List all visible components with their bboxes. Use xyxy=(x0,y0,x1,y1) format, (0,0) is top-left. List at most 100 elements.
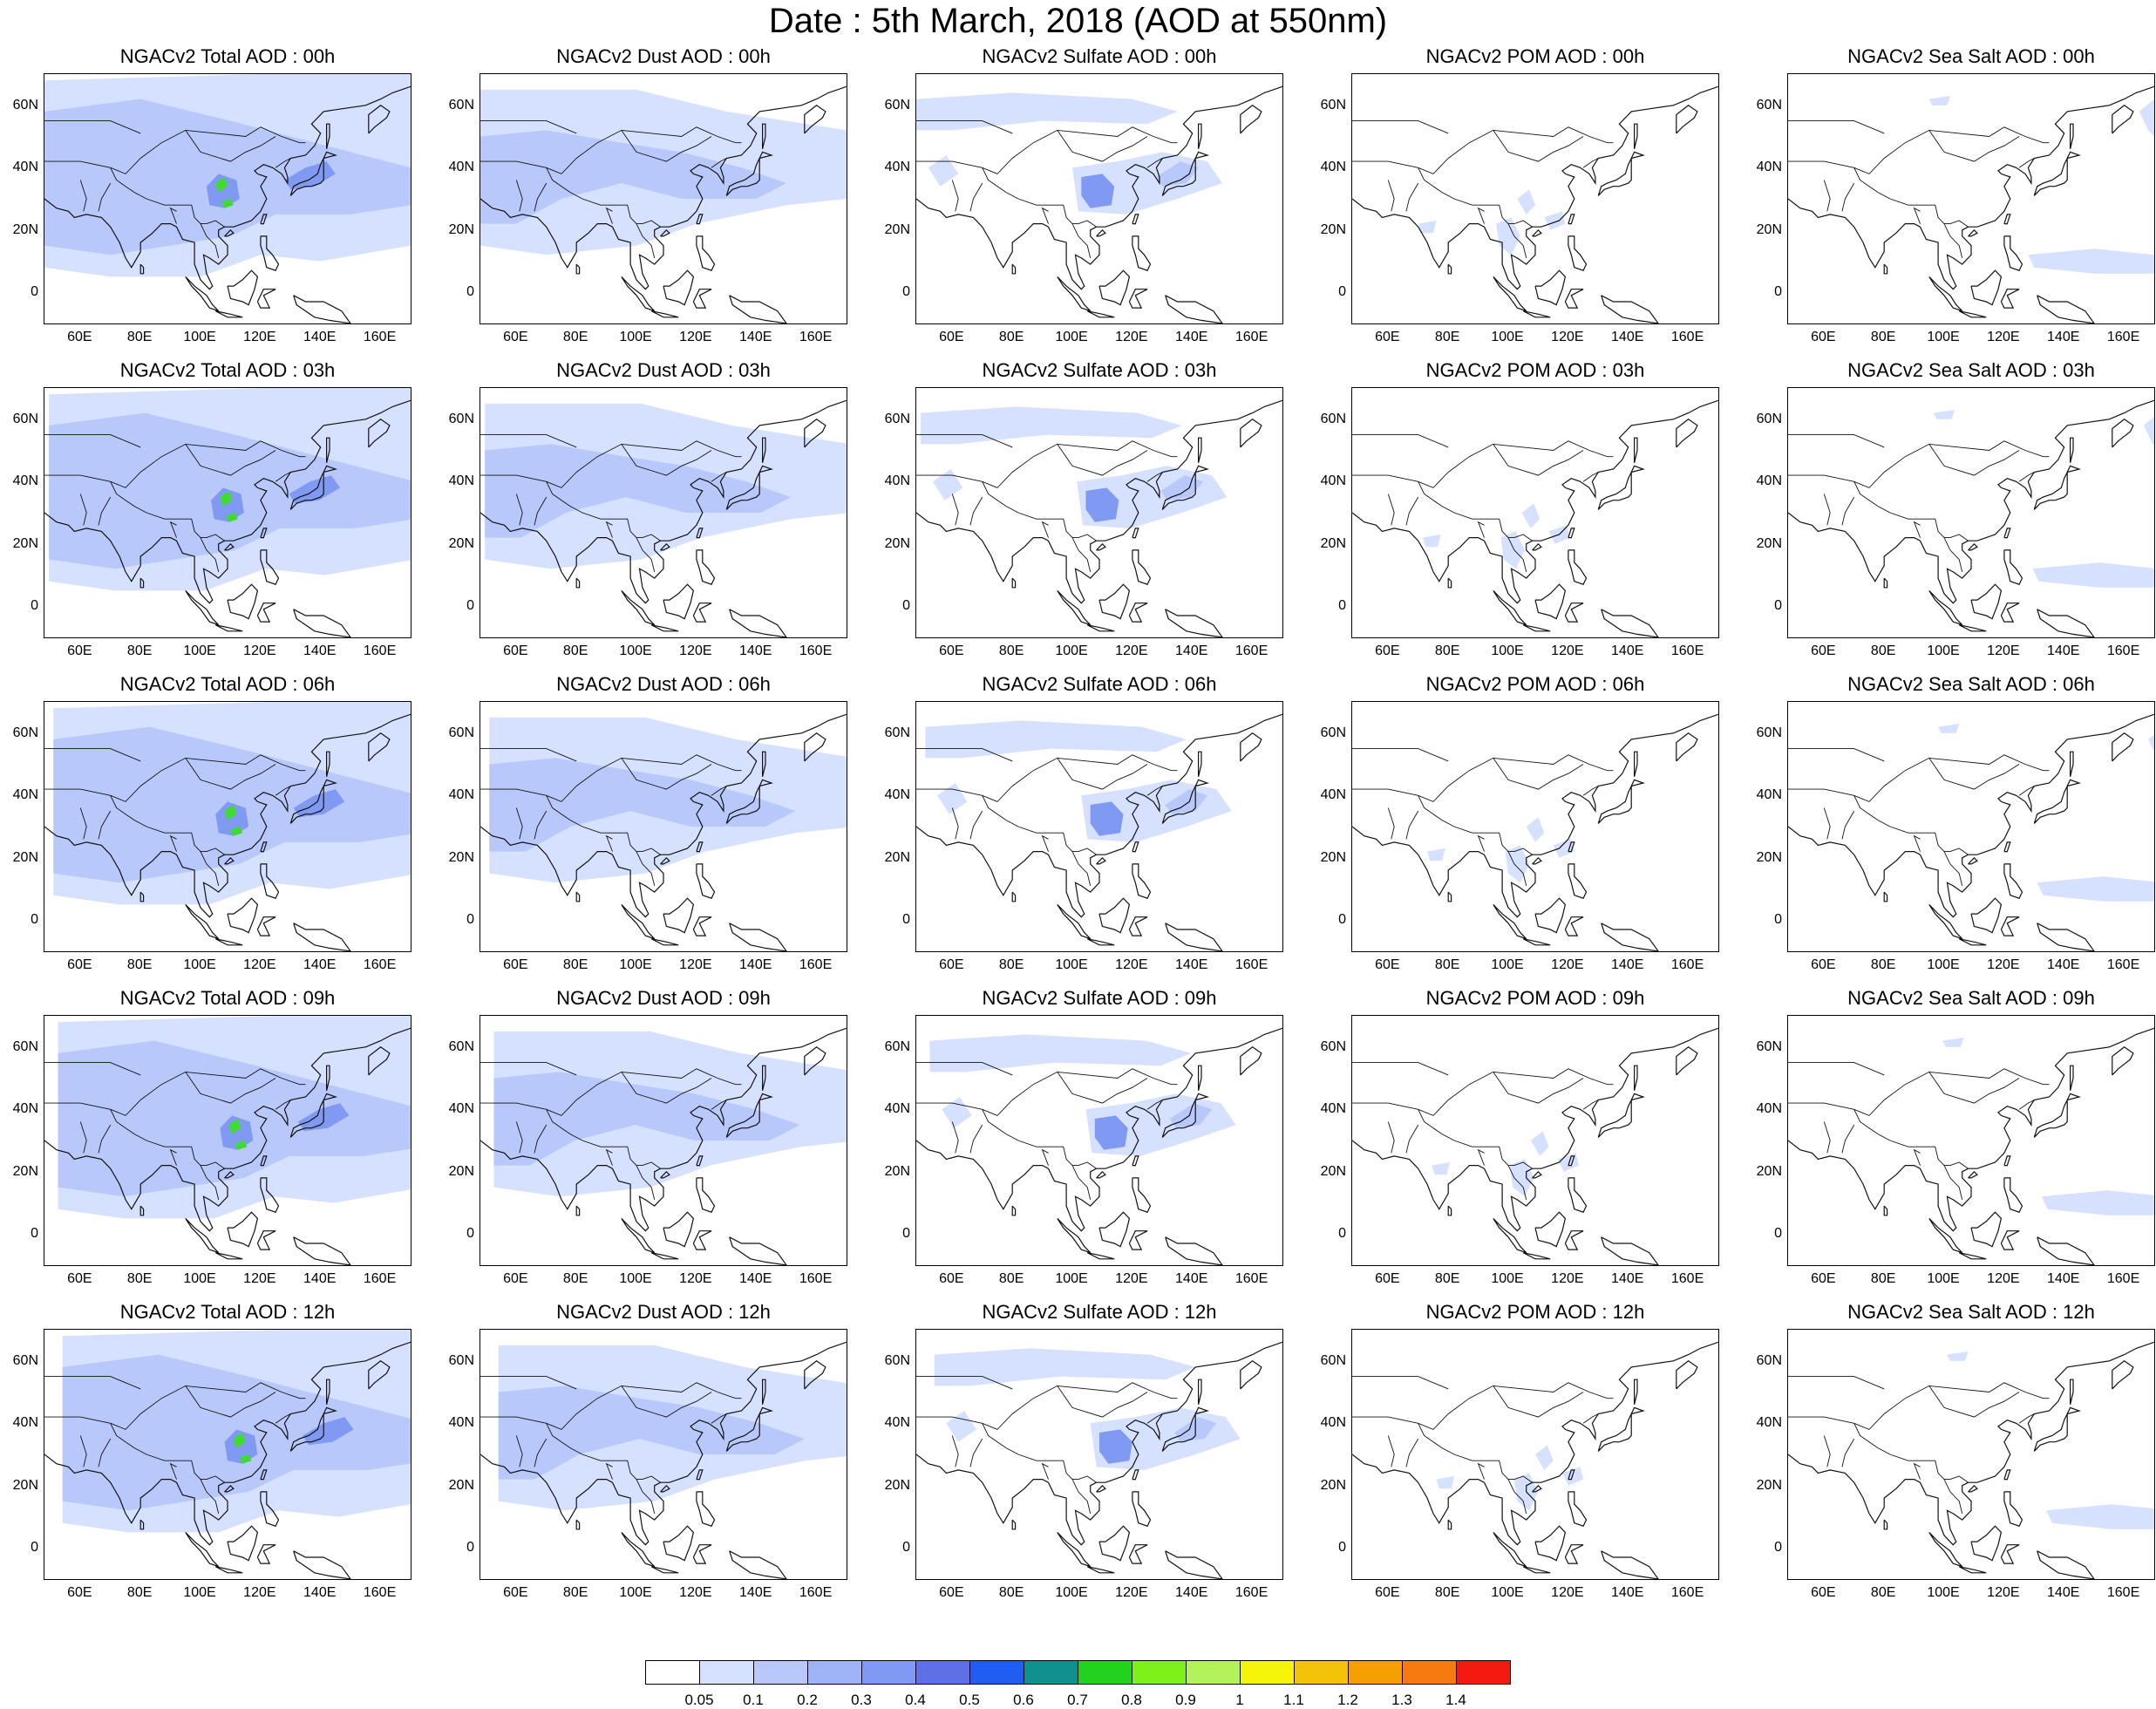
panel-title: NGACv2 Sea Salt AOD : 09h xyxy=(1847,987,2095,1009)
lat-tick-label: 40N xyxy=(1320,787,1346,803)
lat-tick-label: 20N xyxy=(884,1163,910,1179)
lon-tick-label: 140E xyxy=(1611,643,1644,658)
lon-tick-label: 120E xyxy=(1115,957,1148,972)
lon-tick-label: 140E xyxy=(303,1585,337,1600)
colorbar-label: 0.4 xyxy=(905,1692,926,1708)
lon-tick-label: 160E xyxy=(1670,643,1704,658)
lat-tick-label: 60N xyxy=(12,725,38,740)
lat-tick-label: 60N xyxy=(1756,725,1782,740)
lat-tick-label: 0 xyxy=(1338,1226,1346,1242)
lat-tick-label: 40N xyxy=(884,1101,910,1117)
colorbar-swatch xyxy=(1240,1660,1295,1685)
lon-tick-label: 120E xyxy=(1115,643,1148,658)
colorbar-label: 0.1 xyxy=(743,1692,764,1708)
lon-tick-label: 160E xyxy=(1234,1585,1268,1600)
lon-tick-label: 60E xyxy=(67,643,92,658)
lon-tick-label: 60E xyxy=(67,1271,92,1286)
panel-title: NGACv2 Total AOD : 09h xyxy=(119,987,336,1009)
map-panel-pom-3: NGACv2 POM AOD : 09h xyxy=(1351,987,1719,1266)
lat-tick-label: 20N xyxy=(884,221,910,237)
lon-tick-label: 60E xyxy=(503,1271,528,1286)
colorbar-label: 0.6 xyxy=(1013,1692,1034,1708)
panel-title: NGACv2 Dust AOD : 00h xyxy=(556,45,771,67)
lon-tick-label: 100E xyxy=(1927,330,1960,344)
panel-title: NGACv2 Total AOD : 12h xyxy=(119,1301,336,1323)
lon-tick-label: 160E xyxy=(799,330,833,344)
lat-tick-label: 40N xyxy=(12,1101,38,1117)
lat-tick-label: 40N xyxy=(12,160,38,175)
lon-tick-label: 140E xyxy=(739,330,772,344)
lon-tick-label: 100E xyxy=(1491,643,1524,658)
lat-tick-label: 40N xyxy=(12,1415,38,1431)
lat-tick-label: 60N xyxy=(448,97,474,112)
panel-title: NGACv2 Total AOD : 00h xyxy=(119,45,336,67)
lon-tick-label: 60E xyxy=(1375,643,1400,658)
map-plot xyxy=(1351,1329,1719,1580)
lon-tick-label: 160E xyxy=(799,643,833,658)
colorbar-label: 0.2 xyxy=(797,1692,818,1708)
colorbar-swatch xyxy=(1402,1660,1457,1685)
lon-tick-label: 100E xyxy=(619,643,652,658)
panel-title: NGACv2 Sea Salt AOD : 12h xyxy=(1847,1301,2095,1323)
lon-tick-label: 60E xyxy=(1811,330,1836,344)
map-plot xyxy=(479,387,847,638)
colorbar-swatch xyxy=(1132,1660,1187,1685)
colorbar-label: 0.7 xyxy=(1067,1692,1088,1708)
lon-tick-label: 140E xyxy=(2047,643,2080,658)
colorbar-swatch xyxy=(1024,1660,1078,1685)
lat-tick-label: 40N xyxy=(1756,473,1782,489)
lon-tick-label: 120E xyxy=(1551,1585,1584,1600)
panel-title: NGACv2 POM AOD : 09h xyxy=(1425,987,1645,1009)
lat-tick-label: 20N xyxy=(448,535,474,551)
map-panel-pom-4: NGACv2 POM AOD : 12h xyxy=(1351,1301,1719,1580)
lat-tick-label: 0 xyxy=(1774,1540,1782,1556)
map-plot xyxy=(44,73,411,324)
lat-tick-label: 20N xyxy=(12,535,38,551)
lat-tick-label: 0 xyxy=(466,598,474,614)
lon-tick-label: 120E xyxy=(679,957,712,972)
lon-tick-label: 160E xyxy=(2106,330,2140,344)
lat-tick-label: 0 xyxy=(466,1540,474,1556)
panel-title: NGACv2 POM AOD : 00h xyxy=(1425,45,1645,67)
lon-tick-label: 120E xyxy=(243,330,276,344)
map-plot xyxy=(1351,1015,1719,1266)
map-panel-total-0: NGACv2 Total AOD : 00h xyxy=(44,45,411,324)
lat-tick-label: 0 xyxy=(902,912,910,928)
lon-tick-label: 100E xyxy=(1491,1271,1524,1286)
lat-tick-label: 20N xyxy=(1756,535,1782,551)
colorbar-swatch xyxy=(699,1660,754,1685)
colorbar-swatch xyxy=(861,1660,916,1685)
colorbar-swatch xyxy=(1186,1660,1241,1685)
lat-tick-label: 60N xyxy=(1320,411,1346,426)
lon-tick-label: 80E xyxy=(1870,330,1896,344)
lon-tick-label: 80E xyxy=(998,643,1024,658)
map-panel-pom-1: NGACv2 POM AOD : 03h xyxy=(1351,359,1719,638)
colorbar-label: 0.3 xyxy=(851,1692,872,1708)
lon-tick-label: 80E xyxy=(562,957,588,972)
panel-title: NGACv2 Sea Salt AOD : 00h xyxy=(1847,45,2095,67)
lon-tick-label: 80E xyxy=(1870,643,1896,658)
colorbar-swatch xyxy=(1294,1660,1349,1685)
lat-tick-label: 20N xyxy=(884,849,910,865)
lon-tick-label: 140E xyxy=(2047,957,2080,972)
lon-tick-label: 120E xyxy=(1987,1585,2020,1600)
lon-tick-label: 140E xyxy=(303,957,337,972)
map-panel-total-1: NGACv2 Total AOD : 03h xyxy=(44,359,411,638)
map-plot xyxy=(479,1329,847,1580)
lon-tick-label: 140E xyxy=(1611,330,1644,344)
lat-tick-label: 40N xyxy=(1756,1415,1782,1431)
lat-tick-label: 40N xyxy=(448,473,474,489)
lat-tick-label: 20N xyxy=(448,1477,474,1493)
lon-tick-label: 140E xyxy=(739,1271,772,1286)
panel-title: NGACv2 Total AOD : 06h xyxy=(119,673,336,695)
lat-tick-label: 20N xyxy=(884,1477,910,1493)
lat-tick-label: 20N xyxy=(12,1477,38,1493)
panel-title: NGACv2 POM AOD : 03h xyxy=(1425,359,1645,381)
lat-tick-label: 20N xyxy=(448,221,474,237)
lat-tick-label: 0 xyxy=(902,1540,910,1556)
lat-tick-label: 20N xyxy=(1756,221,1782,237)
lat-tick-label: 60N xyxy=(12,1352,38,1368)
lon-tick-label: 80E xyxy=(126,1271,153,1286)
colorbar-swatch xyxy=(1078,1660,1132,1685)
lon-tick-label: 140E xyxy=(1611,957,1644,972)
